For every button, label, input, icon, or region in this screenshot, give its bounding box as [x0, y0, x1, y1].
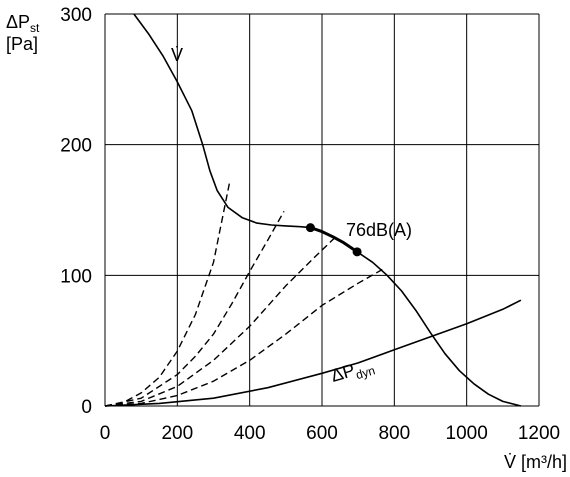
- grid: [104, 13, 540, 407]
- y-tick-label-3: 300: [60, 5, 92, 26]
- y-tick-label-1: 100: [60, 266, 92, 287]
- operating-point-0: [305, 223, 315, 233]
- x-tick-label-6: 1200: [518, 423, 560, 444]
- curve-dashed-6: [104, 268, 384, 407]
- y-axis-unit: [Pa]: [6, 34, 38, 54]
- curves: [104, 13, 522, 407]
- curve-solid-2: [356, 251, 522, 407]
- y-tick-label-0: 0: [81, 397, 92, 418]
- dyn-pressure-label: ΔPdyn: [329, 355, 377, 389]
- x-axis-label: V̇ [m³/h]: [504, 452, 567, 472]
- markers: [305, 223, 362, 257]
- v-dot-curve-label: V̇: [171, 45, 183, 65]
- curve-bold-1: [309, 226, 358, 254]
- tick-labels: 0 200 400 600 800 1000 1200 0 100 200 300: [60, 5, 560, 444]
- curve-dashed-4: [104, 210, 285, 407]
- x-tick-label-3: 600: [306, 423, 338, 444]
- x-tick-label-4: 800: [378, 423, 410, 444]
- x-tick-label-0: 0: [100, 423, 111, 444]
- x-tick-label-2: 400: [234, 423, 266, 444]
- y-tick-label-2: 200: [60, 136, 92, 157]
- y-axis-label: ΔPst: [6, 12, 40, 35]
- curve-dashed-3: [104, 181, 231, 407]
- curve-solid-7: [104, 299, 522, 407]
- x-tick-label-5: 1000: [446, 423, 488, 444]
- curve-dashed-5: [104, 235, 337, 407]
- operating-point-1: [352, 247, 362, 257]
- sound-level-label: 76dB(A): [346, 220, 412, 240]
- curve-solid-0: [133, 13, 311, 229]
- x-tick-label-1: 200: [161, 423, 193, 444]
